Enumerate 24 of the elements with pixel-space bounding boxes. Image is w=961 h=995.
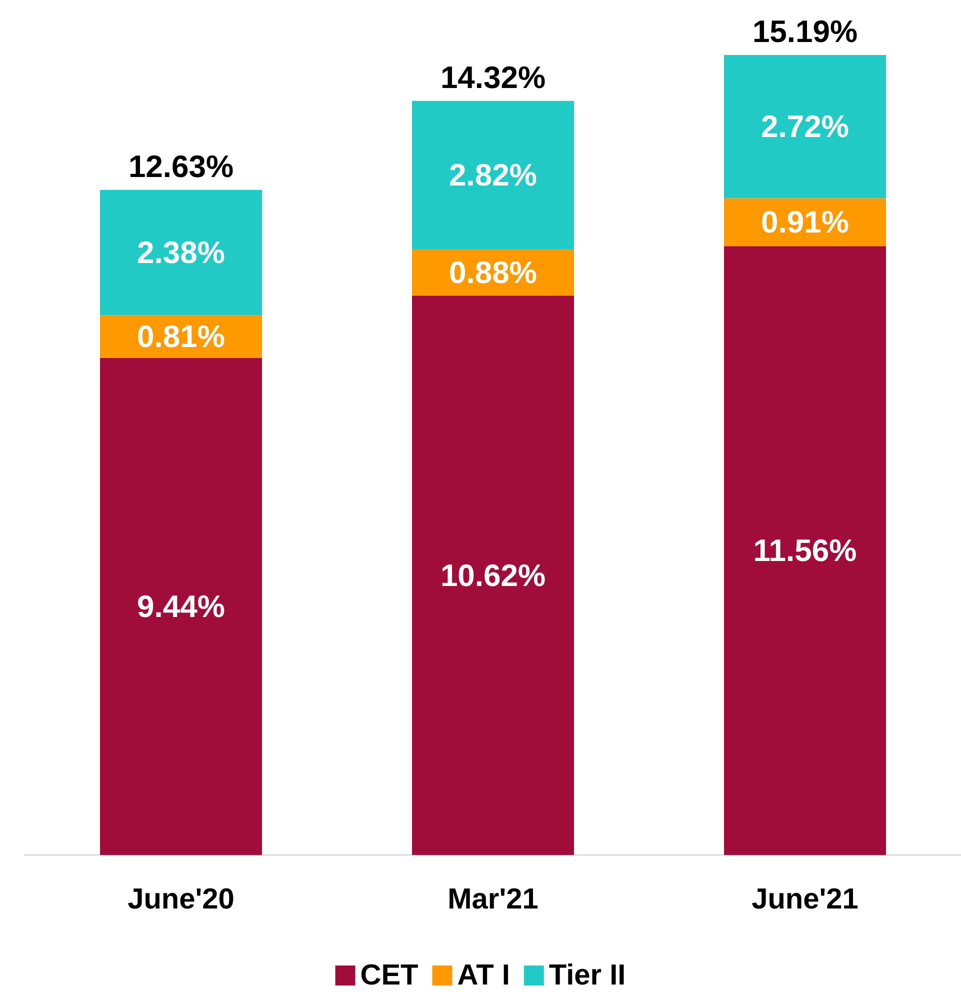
data-label: 0.88%	[449, 255, 537, 290]
legend-label: AT I	[457, 960, 510, 992]
legend-label: CET	[360, 960, 419, 992]
bar	[412, 296, 574, 855]
data-label: 0.91%	[761, 204, 849, 240]
x-tick-label: Mar'21	[448, 884, 538, 916]
data-label: 2.38%	[137, 235, 225, 270]
data-label: 0.81%	[137, 319, 225, 354]
x-tick-label: June'20	[128, 884, 234, 916]
bar	[100, 190, 262, 316]
legend-label: Tier II	[548, 960, 626, 992]
total-label: 12.63%	[128, 148, 234, 184]
total-label: 14.32%	[440, 60, 546, 95]
x-tick-label: June'21	[752, 884, 858, 916]
bar	[412, 100, 574, 250]
bar	[724, 246, 886, 855]
bar	[724, 55, 886, 198]
data-label: 9.44%	[137, 588, 225, 624]
data-label: 11.56%	[753, 533, 857, 568]
data-label: 2.72%	[761, 109, 849, 144]
data-label: 2.82%	[449, 158, 537, 193]
total-label: 15.19%	[752, 14, 858, 49]
bar	[100, 358, 262, 855]
data-label: 10.62%	[440, 558, 546, 593]
